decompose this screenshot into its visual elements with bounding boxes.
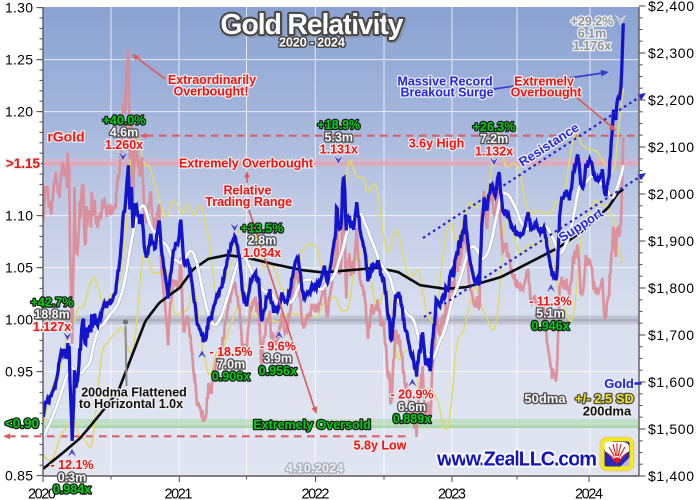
svg-text:1.132x: 1.132x [475,145,513,159]
svg-text:$2,000: $2,000 [648,186,694,202]
svg-text:Extremely Overbought: Extremely Overbought [179,157,314,171]
svg-text:7.0m: 7.0m [217,357,246,371]
svg-text:0.946x: 0.946x [531,319,569,333]
svg-text:18.8m: 18.8m [34,308,69,322]
svg-text:Breakout Surge: Breakout Surge [400,86,493,100]
svg-text:>1.15: >1.15 [6,156,41,171]
svg-text:+26.3%: +26.3% [473,120,516,134]
svg-text:1.25: 1.25 [5,51,33,67]
svg-text:4.6m: 4.6m [110,126,139,140]
svg-text:Gold: Gold [604,376,634,391]
svg-text:1.30: 1.30 [5,0,33,15]
svg-text:50dma: 50dma [524,391,566,406]
svg-text:0.906x: 0.906x [212,370,250,384]
svg-text:$1,400: $1,400 [648,468,694,484]
svg-text:1.05: 1.05 [5,259,33,275]
svg-text:2020: 2020 [28,487,56,500]
svg-text:$2,200: $2,200 [648,92,694,108]
svg-text:+13.5%: +13.5% [241,221,284,235]
svg-text:Relative: Relative [224,184,272,198]
svg-text:5.8y Low: 5.8y Low [354,439,407,453]
svg-text:0.3m: 0.3m [58,470,87,484]
svg-text:6.6m: 6.6m [398,400,427,414]
svg-text:$1,800: $1,800 [648,280,694,296]
svg-text:1.131x: 1.131x [320,143,358,157]
svg-text:200dma: 200dma [583,404,632,419]
svg-text:4.10.2024: 4.10.2024 [286,460,345,475]
svg-text:5.3m: 5.3m [325,130,354,144]
svg-text:rGold: rGold [47,129,84,145]
svg-text:- 11.3%: - 11.3% [529,294,571,308]
svg-text:www.ZealLLC.com: www.ZealLLC.com [436,449,597,471]
svg-text:$2,400: $2,400 [648,0,694,14]
svg-text:1.034x: 1.034x [243,246,281,260]
svg-text:Gold Relativity: Gold Relativity [223,11,406,43]
svg-text:Gold Relativity: Gold Relativity [221,9,404,41]
svg-text:0.85: 0.85 [5,467,33,483]
svg-text:Extraordinarily: Extraordinarily [168,73,256,87]
svg-text:+29.2%: +29.2% [571,14,614,28]
svg-text:Overbought: Overbought [511,86,583,100]
svg-text:Extremely Oversold: Extremely Oversold [253,418,370,432]
svg-text:+40.0%: +40.0% [103,113,146,127]
svg-text:- 20.9%: - 20.9% [390,387,433,401]
svg-text:<0.90: <0.90 [5,416,39,431]
svg-text:Massive Record: Massive Record [397,75,492,89]
svg-text:2020 - 2024: 2020 - 2024 [279,35,346,50]
svg-text:- 9.6%: - 9.6% [260,339,296,353]
svg-text:0.95: 0.95 [5,363,33,379]
svg-text:Overbought!: Overbought! [174,85,249,99]
svg-text:0.984x: 0.984x [53,483,91,497]
svg-text:2022: 2022 [302,487,330,500]
svg-text:7.2m: 7.2m [480,132,509,146]
svg-text:1.176x: 1.176x [573,39,611,53]
svg-text:1.20: 1.20 [5,103,33,119]
svg-text:1.260x: 1.260x [105,138,143,152]
svg-text:6.1m: 6.1m [578,27,607,41]
svg-text:$2,300: $2,300 [648,45,694,61]
svg-text:200dma Flattened: 200dma Flattened [81,386,187,400]
svg-text:2021: 2021 [165,487,193,500]
svg-text:1.00: 1.00 [5,311,33,327]
svg-text:0.956x: 0.956x [259,364,297,378]
svg-text:Extremely: Extremely [514,75,574,89]
svg-text:3.9m: 3.9m [264,352,293,366]
svg-text:2.8m: 2.8m [248,234,277,248]
svg-text:$1,600: $1,600 [648,374,694,390]
svg-text:$2,100: $2,100 [648,139,694,155]
svg-text:2023: 2023 [438,487,466,500]
svg-text:+42.7%: +42.7% [31,295,74,309]
svg-text:$1,900: $1,900 [648,233,694,249]
svg-text:0.889x: 0.889x [393,412,431,426]
svg-text:to Horizontal 1.0x: to Horizontal 1.0x [79,397,183,411]
svg-text:- 12.1%: - 12.1% [50,458,93,472]
svg-text:Trading Range: Trading Range [205,195,292,209]
svg-text:2024: 2024 [575,487,603,500]
svg-text:+18.9%: +18.9% [317,118,360,132]
svg-text:1.127x: 1.127x [33,320,71,334]
svg-text:1.10: 1.10 [5,207,33,223]
svg-text:3.6y High: 3.6y High [409,137,465,151]
svg-text:+/- 2.5 SD: +/- 2.5 SD [575,391,634,406]
svg-text:$1,500: $1,500 [648,421,694,437]
svg-text:5.1m: 5.1m [536,307,565,321]
svg-text:$1,700: $1,700 [648,327,694,343]
svg-text:- 18.5%: - 18.5% [209,345,252,359]
